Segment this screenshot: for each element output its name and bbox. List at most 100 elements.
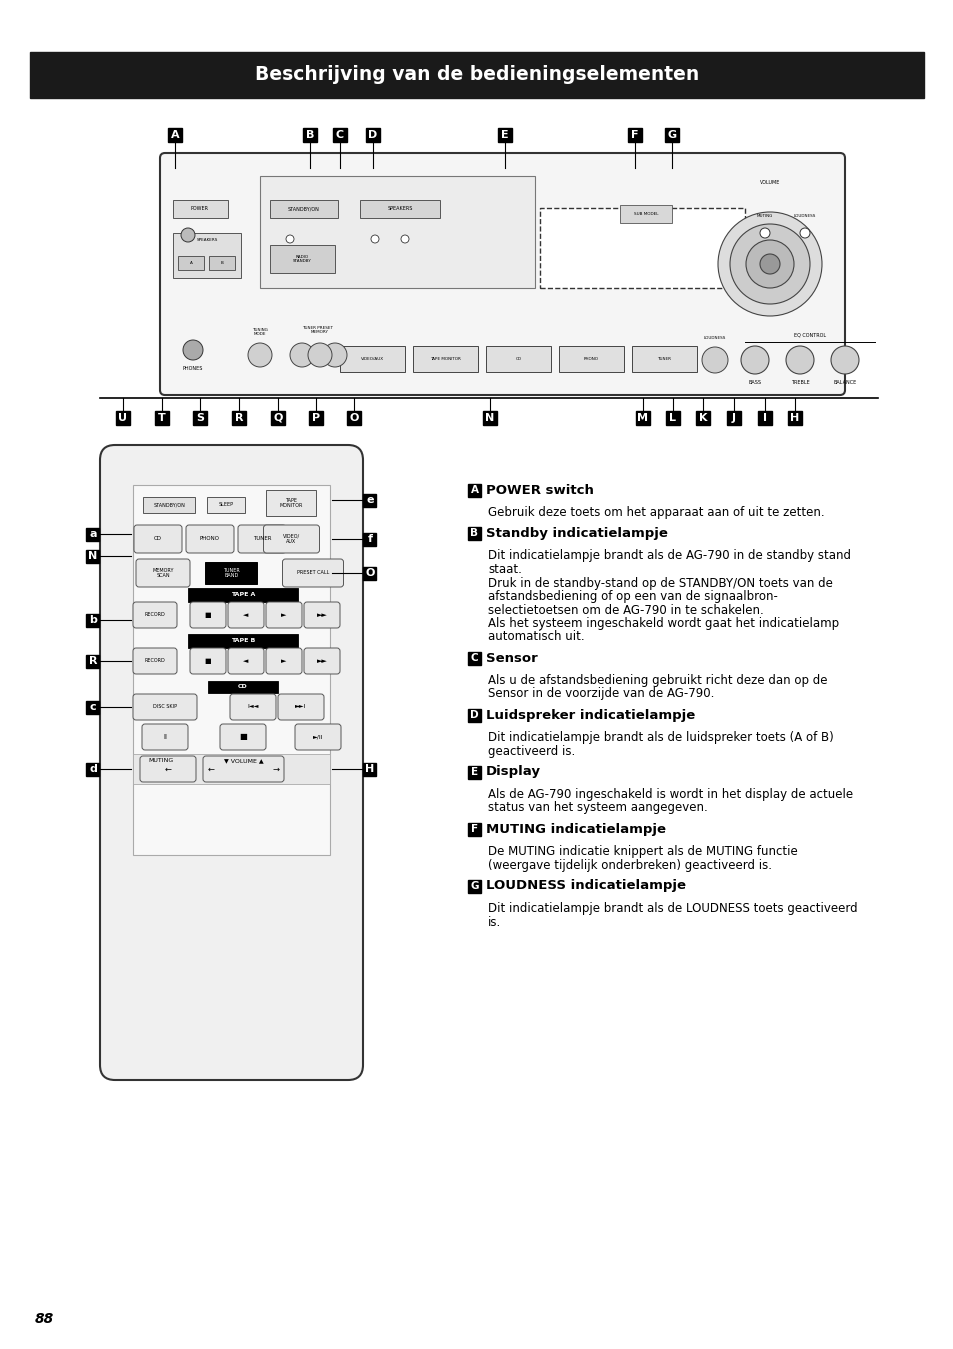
FancyBboxPatch shape	[100, 445, 363, 1081]
Bar	[260, 175, 535, 287]
Text: I◄◄: I◄◄	[247, 704, 258, 710]
Text: BASS: BASS	[748, 379, 760, 384]
Bar	[468, 652, 480, 665]
Bar	[468, 765, 480, 778]
FancyBboxPatch shape	[132, 693, 196, 720]
Text: POWER switch: POWER switch	[485, 483, 594, 496]
FancyBboxPatch shape	[190, 602, 226, 629]
Bar	[413, 345, 477, 372]
Text: De MUTING indicatie knippert als de MUTING functie: De MUTING indicatie knippert als de MUTI…	[488, 844, 797, 858]
Text: TAPE B: TAPE B	[231, 638, 254, 643]
FancyBboxPatch shape	[304, 648, 339, 674]
Text: STANDBY/ON: STANDBY/ON	[288, 206, 319, 212]
Text: TUNER: TUNER	[657, 357, 671, 362]
Text: 88: 88	[35, 1313, 54, 1326]
Bar	[87, 549, 99, 563]
Text: ►►I: ►►I	[295, 704, 306, 710]
Text: ►/II: ►/II	[313, 734, 323, 739]
Text: SPEAKERS: SPEAKERS	[196, 237, 217, 241]
Bar	[209, 256, 234, 270]
Text: F: F	[471, 824, 477, 834]
FancyBboxPatch shape	[294, 724, 340, 750]
Text: Q: Q	[273, 413, 282, 424]
Text: C: C	[335, 130, 344, 140]
Bar	[359, 200, 439, 219]
Text: Display: Display	[485, 765, 540, 778]
FancyBboxPatch shape	[190, 648, 226, 674]
Bar	[87, 762, 99, 776]
Text: status van het systeem aangegeven.: status van het systeem aangegeven.	[488, 801, 707, 815]
Bar	[172, 200, 228, 219]
Text: c: c	[90, 701, 96, 712]
Bar	[208, 681, 277, 693]
Text: a: a	[90, 529, 96, 540]
Bar	[482, 411, 497, 425]
Bar	[339, 345, 405, 372]
Circle shape	[290, 343, 314, 367]
Bar	[363, 567, 376, 580]
FancyBboxPatch shape	[266, 648, 302, 674]
Text: ►: ►	[281, 612, 287, 618]
Bar	[333, 128, 347, 142]
Text: ■: ■	[239, 733, 247, 742]
Text: ►►: ►►	[316, 658, 327, 664]
Text: ▼ VOLUME ▲: ▼ VOLUME ▲	[223, 758, 263, 764]
Bar	[539, 208, 744, 287]
Text: f: f	[367, 534, 372, 544]
Text: A: A	[190, 260, 193, 264]
Bar	[627, 128, 641, 142]
Circle shape	[286, 235, 294, 243]
Text: PHONES: PHONES	[183, 366, 203, 371]
Text: LOUDNESS: LOUDNESS	[793, 214, 816, 219]
Text: H: H	[365, 764, 375, 774]
Bar	[132, 486, 330, 855]
FancyBboxPatch shape	[132, 602, 177, 629]
FancyBboxPatch shape	[142, 724, 188, 750]
Bar	[143, 496, 195, 513]
Text: EQ CONTROL: EQ CONTROL	[793, 332, 825, 337]
Circle shape	[183, 340, 203, 360]
Bar	[30, 53, 923, 98]
Text: LOUDNESS indicatielampje: LOUDNESS indicatielampje	[485, 880, 685, 893]
Text: O: O	[349, 413, 358, 424]
Text: geactiveerd is.: geactiveerd is.	[488, 745, 575, 758]
FancyBboxPatch shape	[228, 648, 264, 674]
Bar	[363, 533, 376, 545]
Bar	[363, 494, 376, 506]
Text: SPEAKERS: SPEAKERS	[387, 206, 413, 212]
Circle shape	[718, 212, 821, 316]
Bar	[468, 823, 480, 835]
Text: SLEEP: SLEEP	[219, 502, 233, 507]
Bar	[665, 411, 679, 425]
Bar	[363, 762, 376, 776]
Text: M: M	[637, 413, 648, 424]
Bar	[347, 411, 360, 425]
Text: selectietoetsen om de AG-790 in te schakelen.: selectietoetsen om de AG-790 in te schak…	[488, 603, 763, 616]
Circle shape	[323, 343, 347, 367]
Text: Sensor in de voorzijde van de AG-790.: Sensor in de voorzijde van de AG-790.	[488, 688, 714, 700]
Bar	[188, 588, 297, 602]
Text: D: D	[368, 130, 377, 140]
Bar	[758, 411, 771, 425]
Text: MEMORY: MEMORY	[311, 331, 329, 335]
Text: PRESET CALL: PRESET CALL	[296, 571, 329, 576]
Text: TUNER: TUNER	[253, 537, 271, 541]
Text: I: I	[762, 413, 766, 424]
Text: H: H	[789, 413, 799, 424]
Bar	[497, 128, 512, 142]
Text: ►: ►	[281, 658, 287, 664]
FancyBboxPatch shape	[263, 525, 319, 553]
Bar	[271, 411, 285, 425]
Circle shape	[248, 343, 272, 367]
Bar	[87, 527, 99, 541]
Bar	[366, 128, 379, 142]
Text: C: C	[470, 653, 477, 662]
Circle shape	[701, 347, 727, 374]
Text: TAPE
MONITOR: TAPE MONITOR	[279, 498, 303, 509]
Bar	[270, 200, 337, 219]
FancyBboxPatch shape	[277, 693, 324, 720]
Text: Gebruik deze toets om het apparaat aan of uit te zetten.: Gebruik deze toets om het apparaat aan o…	[488, 506, 823, 519]
Bar	[193, 411, 207, 425]
Text: P: P	[312, 413, 319, 424]
Bar	[468, 708, 480, 722]
